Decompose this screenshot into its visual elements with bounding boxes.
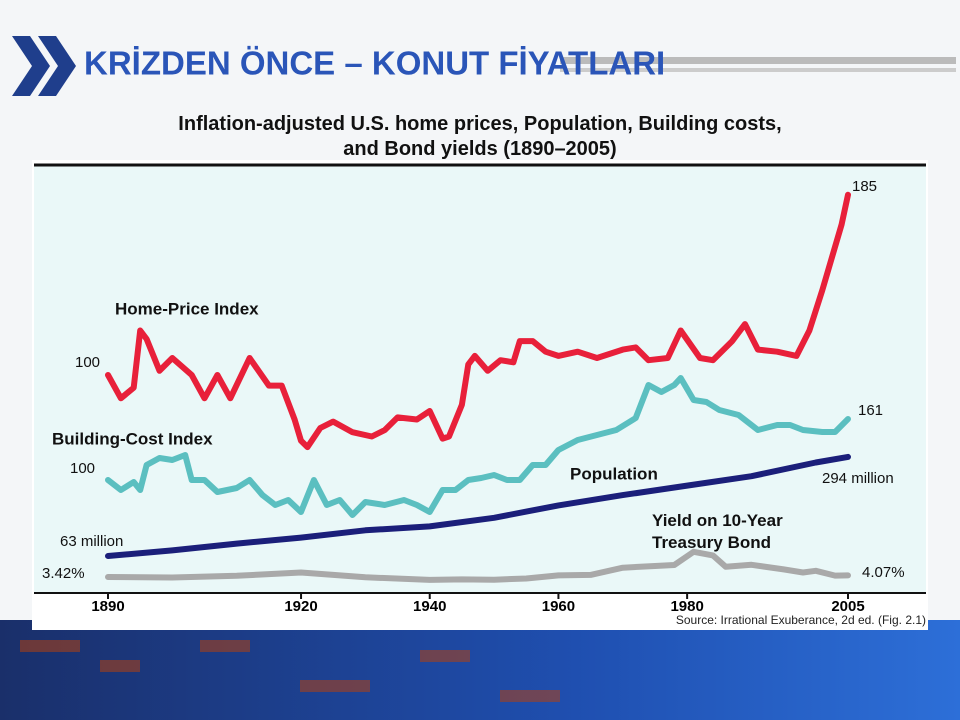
x-tick-label: 2005 <box>831 598 864 615</box>
value-label: 63 million <box>60 533 123 550</box>
series-line <box>105 548 851 583</box>
x-tick-label: 1940 <box>413 598 446 615</box>
value-label: 100 <box>70 460 95 477</box>
slide-title: KRİZDEN ÖNCE – KONUT FİYATLARI <box>84 45 665 82</box>
x-tick-label: 1980 <box>670 598 703 615</box>
series-label: Home-Price Index <box>115 299 259 318</box>
value-label: 161 <box>858 402 883 419</box>
chevron-icon <box>12 36 76 96</box>
value-label: 185 <box>852 178 877 195</box>
series-label: Yield on 10-Year Treasury Bond <box>652 511 783 552</box>
footer-pattern <box>20 640 560 702</box>
series-line <box>105 375 851 518</box>
x-tick-label: 1960 <box>542 598 575 615</box>
x-tick-label: 1890 <box>91 598 124 615</box>
value-label: 294 million <box>822 470 894 487</box>
source: Source: Irrational Exuberance, 2d ed. (F… <box>676 613 926 627</box>
value-label: 100 <box>75 354 100 371</box>
series-line <box>105 453 851 559</box>
chart-title: Inflation-adjusted U.S. home prices, Pop… <box>178 113 782 160</box>
value-label: 4.07% <box>862 564 905 581</box>
footer-band <box>0 620 960 720</box>
series-line <box>105 191 851 451</box>
title-bar <box>560 57 956 64</box>
value-label: 3.42% <box>42 565 85 582</box>
series-label: Population <box>570 464 658 483</box>
series-label: Building-Cost Index <box>52 429 213 448</box>
title-bar <box>560 68 956 72</box>
x-tick-label: 1920 <box>284 598 317 615</box>
